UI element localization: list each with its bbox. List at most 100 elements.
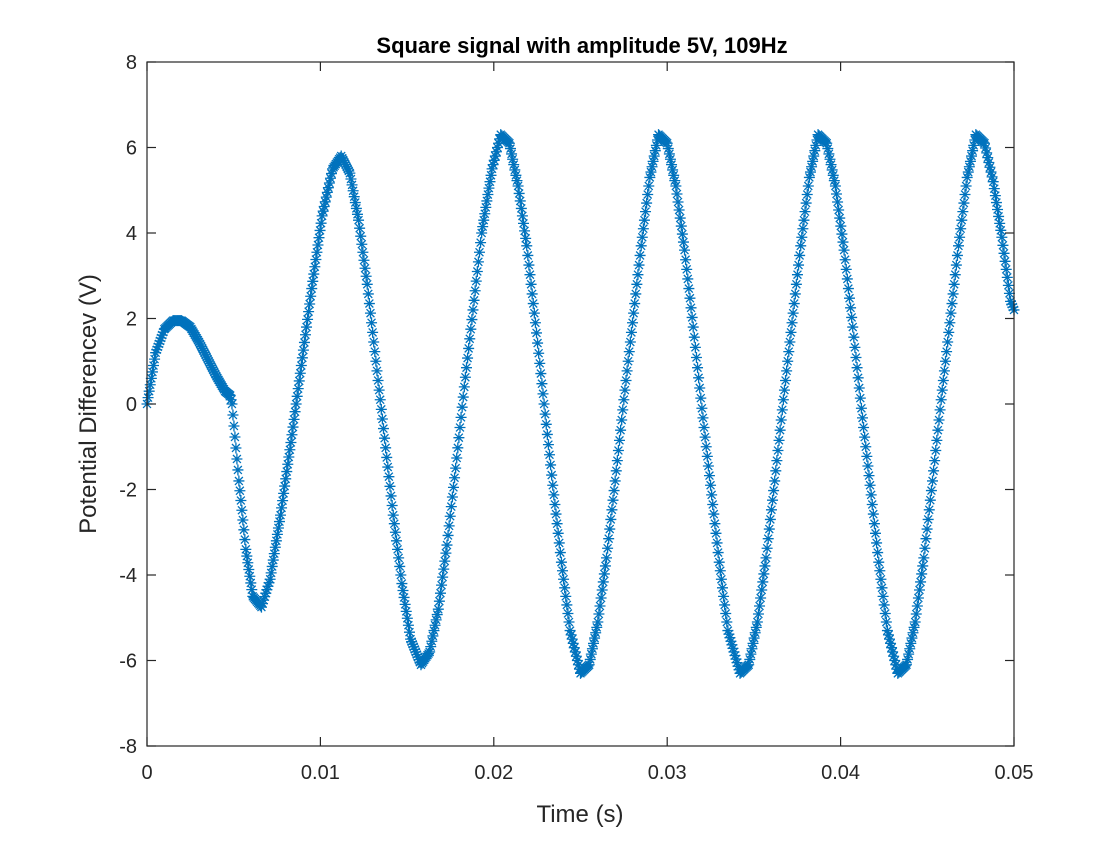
data-point <box>879 607 891 619</box>
data-point <box>804 166 816 178</box>
data-point <box>493 137 505 149</box>
data-point <box>445 501 457 513</box>
data-point <box>933 414 945 426</box>
data-point <box>255 601 267 613</box>
data-point <box>503 137 515 149</box>
data-point <box>314 224 326 236</box>
data-point <box>405 633 417 645</box>
data-point <box>565 629 577 641</box>
data-point <box>276 502 288 514</box>
data-point <box>865 489 877 501</box>
data-point <box>344 167 356 179</box>
data-point <box>667 164 679 176</box>
data-point <box>664 153 676 165</box>
data-point <box>775 414 787 426</box>
data-point <box>671 188 683 200</box>
data-point <box>950 259 962 271</box>
data-point <box>825 159 837 171</box>
data-point <box>283 451 295 463</box>
chart-title: Square signal with amplitude 5V, 109Hz <box>376 33 787 58</box>
data-point <box>149 353 161 365</box>
data-point <box>198 347 210 359</box>
data-point <box>508 159 520 171</box>
data-point <box>340 159 352 171</box>
data-point <box>200 349 212 361</box>
data-point <box>269 541 281 553</box>
data-point <box>916 568 928 580</box>
data-point <box>900 659 912 671</box>
data-point <box>513 187 525 199</box>
data-point <box>361 278 373 290</box>
data-point <box>381 451 393 463</box>
data-point <box>306 283 318 295</box>
data-point <box>720 607 732 619</box>
data-point <box>385 490 397 502</box>
data-point <box>777 394 789 406</box>
data-point <box>454 422 466 434</box>
data-point <box>948 278 960 290</box>
data-point <box>568 642 580 654</box>
data-point <box>722 625 734 637</box>
data-point <box>539 408 551 420</box>
data-point <box>270 535 282 547</box>
data-point <box>703 470 715 482</box>
data-point <box>520 232 532 244</box>
data-point <box>288 413 300 425</box>
data-point <box>649 145 661 157</box>
data-point <box>157 326 169 338</box>
data-point <box>907 627 919 639</box>
data-point <box>1001 271 1013 283</box>
data-point <box>519 225 531 237</box>
data-point <box>853 382 865 394</box>
data-point <box>800 197 812 209</box>
data-point <box>259 591 271 603</box>
data-point <box>205 360 217 372</box>
data-point <box>765 504 777 516</box>
data-point <box>632 269 644 281</box>
data-point <box>531 327 542 339</box>
data-point <box>888 650 900 662</box>
data-point <box>153 338 165 350</box>
data-point <box>395 569 407 581</box>
data-point <box>940 355 952 367</box>
data-point <box>1000 263 1012 275</box>
data-point <box>935 394 947 406</box>
data-point <box>757 576 769 588</box>
data-point <box>645 166 657 178</box>
data-point <box>876 582 888 594</box>
data-point <box>778 384 790 396</box>
data-point <box>751 616 763 628</box>
data-point <box>351 208 363 220</box>
data-point <box>673 204 685 216</box>
data-point <box>476 227 488 239</box>
data-point <box>640 206 652 218</box>
data-point <box>320 191 332 203</box>
data-point <box>528 307 540 319</box>
data-point <box>877 590 889 602</box>
data-point <box>246 584 258 596</box>
data-point <box>966 150 978 162</box>
data-point <box>1006 298 1018 310</box>
data-point <box>451 452 463 464</box>
data-point <box>921 523 933 535</box>
data-point <box>721 616 733 628</box>
data-point <box>635 240 647 252</box>
data-point <box>592 616 604 628</box>
data-point <box>376 413 388 425</box>
data-point <box>794 249 806 261</box>
data-point <box>932 424 944 436</box>
data-point <box>882 629 894 641</box>
data-point <box>239 534 251 546</box>
data-point <box>908 621 920 633</box>
data-point <box>206 362 218 374</box>
data-point <box>989 190 1001 202</box>
data-point <box>680 254 692 266</box>
data-point <box>570 650 582 662</box>
data-point <box>267 554 279 566</box>
data-point <box>527 298 539 310</box>
data-point <box>275 509 287 521</box>
data-point <box>449 472 461 484</box>
data-point <box>674 212 686 224</box>
data-point <box>845 302 857 314</box>
data-point <box>890 659 902 671</box>
